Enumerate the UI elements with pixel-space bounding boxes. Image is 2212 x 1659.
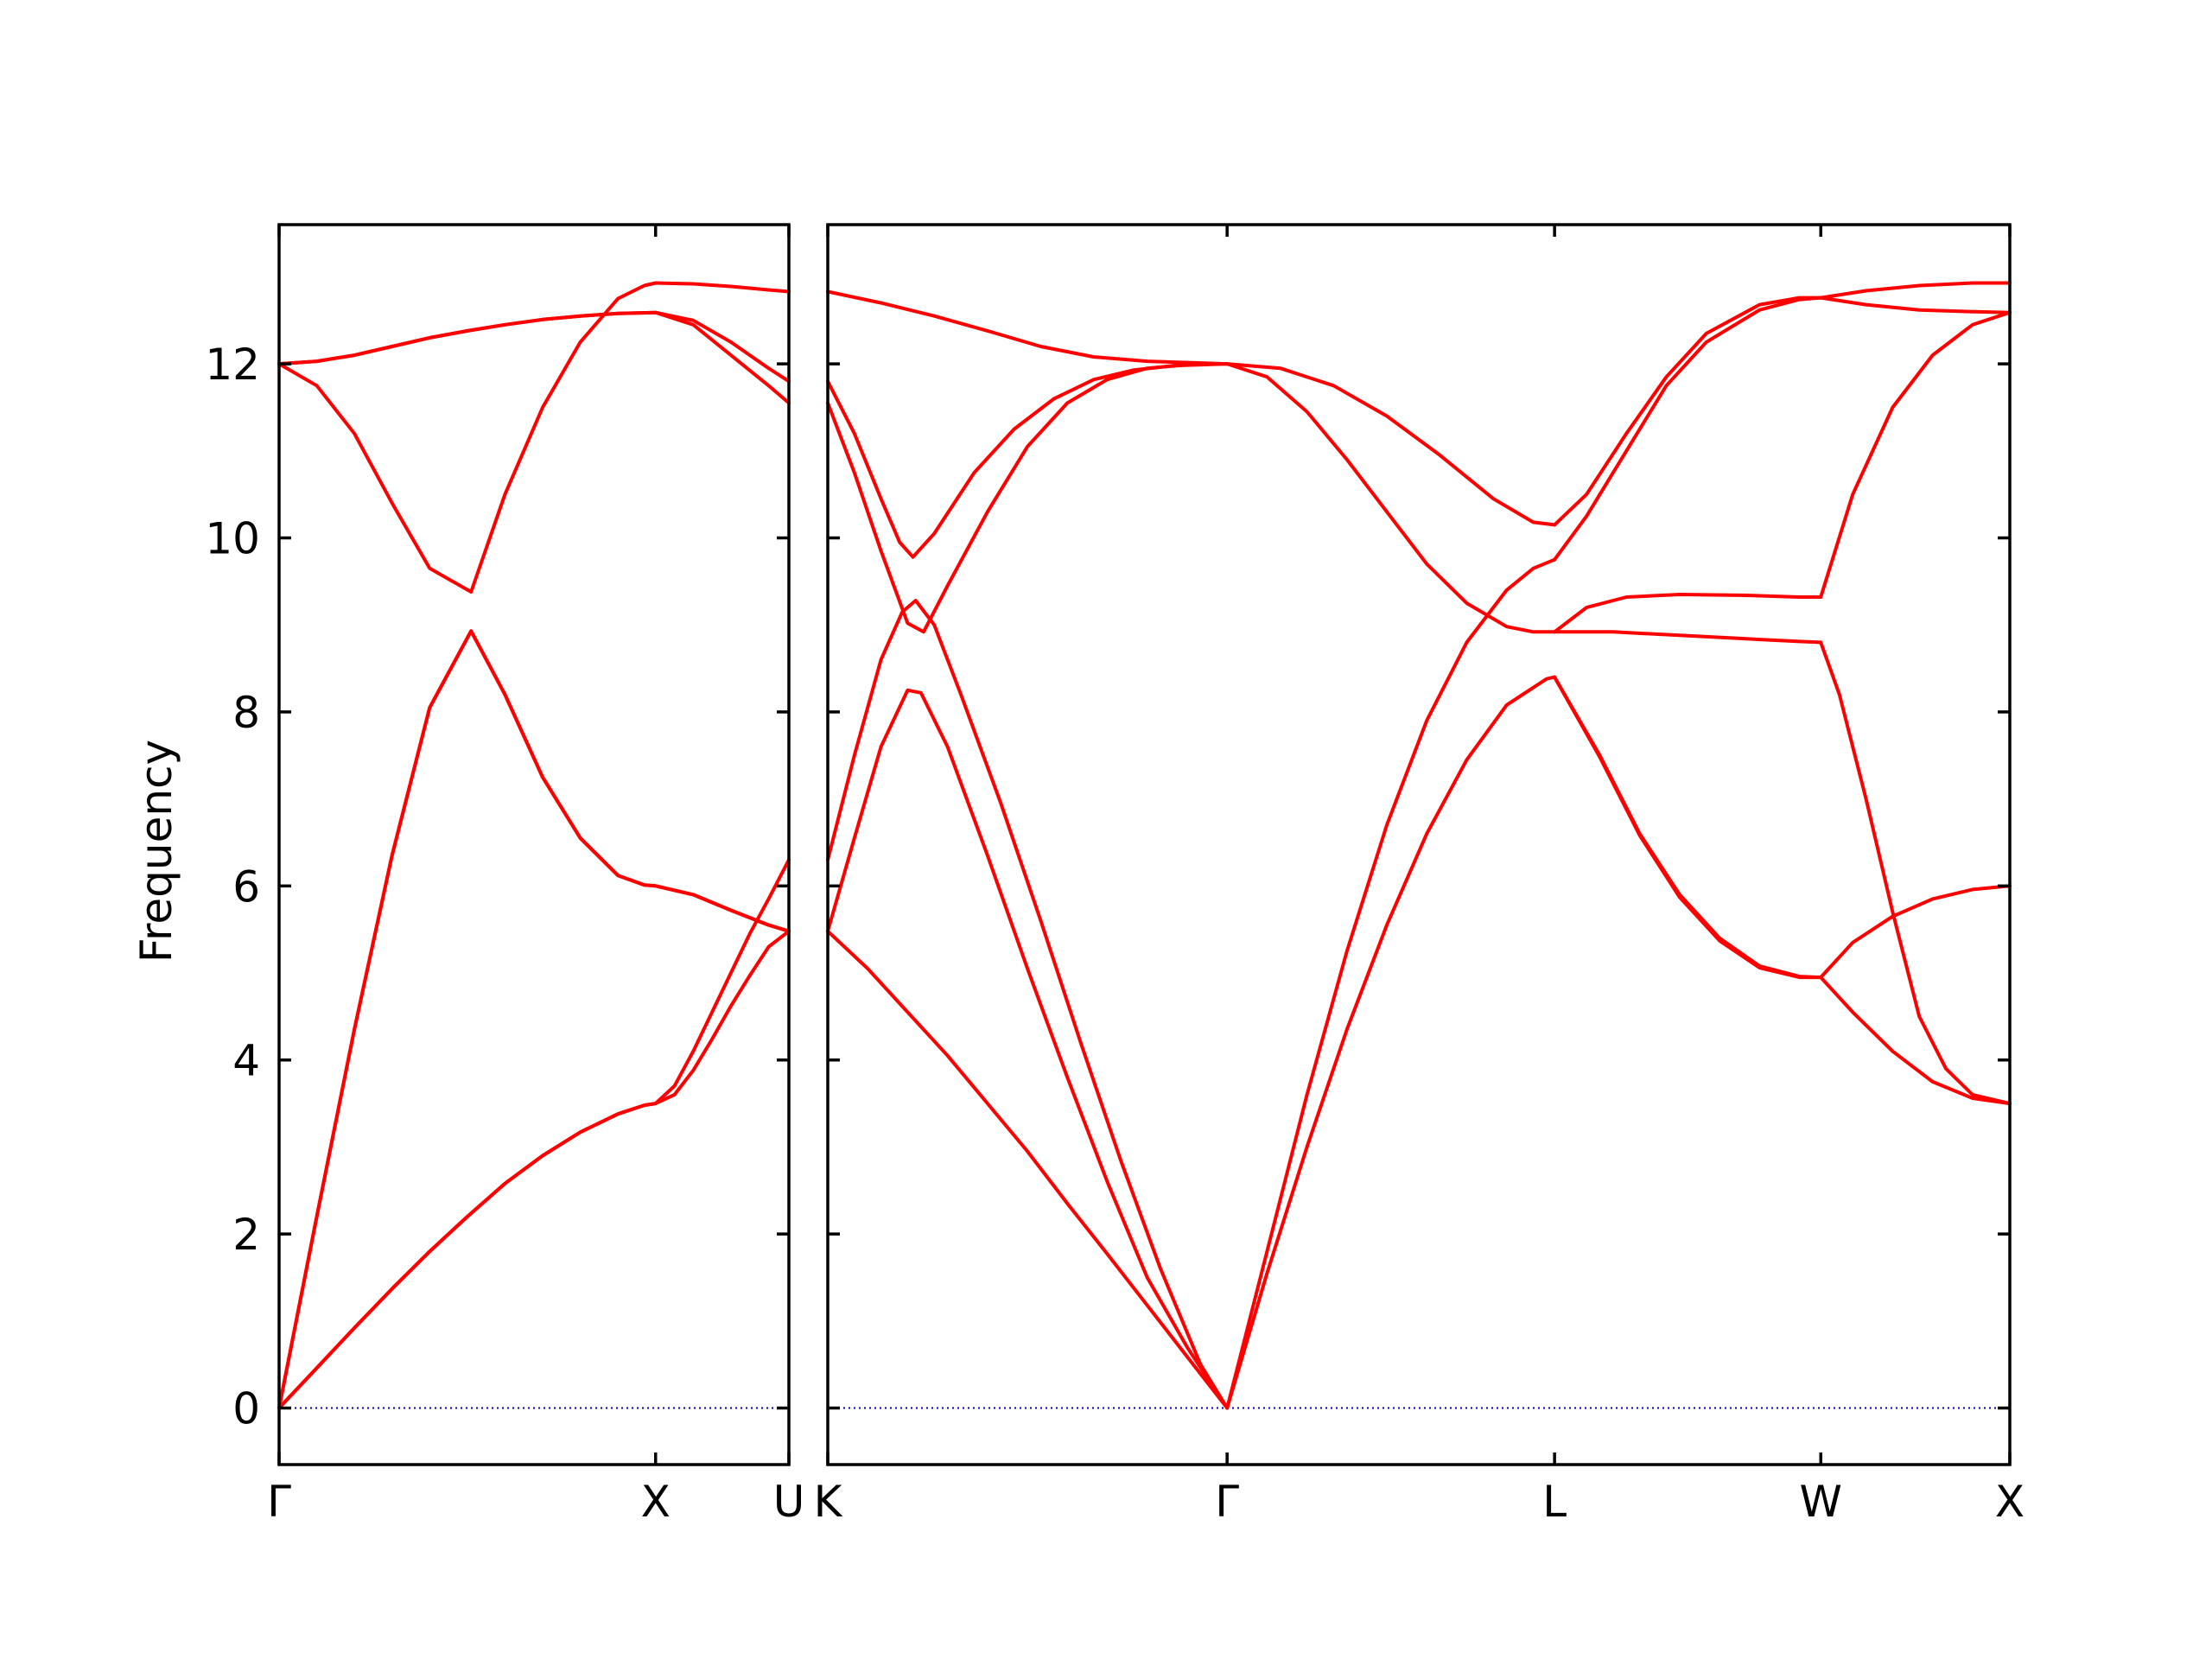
band-1-5 xyxy=(826,289,1230,366)
path-label: W xyxy=(1800,1477,1842,1527)
y-tick-label: 4 xyxy=(232,1036,260,1086)
band-0-3 xyxy=(277,281,791,594)
band-1-4 xyxy=(826,362,1230,559)
band-1-0 xyxy=(826,929,1230,1410)
path-label: X xyxy=(1995,1477,2024,1527)
y-tick-label: 10 xyxy=(205,514,260,564)
band-1-2 xyxy=(826,599,1230,1410)
band-1-19 xyxy=(1819,640,2012,1106)
band-1-8 xyxy=(1225,362,1557,634)
y-tick-label: 8 xyxy=(232,688,260,738)
band-1-15 xyxy=(1553,296,1823,527)
y-tick-label: 0 xyxy=(232,1384,260,1434)
band-1-18 xyxy=(1819,310,2012,599)
band-1-11 xyxy=(1553,675,1823,980)
y-tick-label: 12 xyxy=(205,340,260,390)
band-1-10 xyxy=(1553,675,1823,980)
band-0-6 xyxy=(277,858,791,1410)
axes-frame xyxy=(826,223,2012,1466)
path-label: L xyxy=(1542,1477,1567,1527)
y-tick-label: 2 xyxy=(232,1210,260,1260)
y-tick-labels: 0 2 4 6 8 10 12 xyxy=(205,340,260,1433)
band-0-0 xyxy=(277,929,791,1410)
band-1-20 xyxy=(1819,976,2012,1106)
y-axis-label: Frequency xyxy=(131,740,181,963)
band-1-6 xyxy=(1225,675,1557,1410)
axes-frame xyxy=(277,223,791,1466)
band-0-2 xyxy=(277,629,791,1410)
band-1-1 xyxy=(826,688,1230,1410)
band-1-14 xyxy=(1553,296,1823,562)
band-1-21 xyxy=(1819,884,2012,980)
path-label: K xyxy=(814,1477,843,1527)
path-label: U xyxy=(773,1477,805,1527)
band-1-7 xyxy=(1225,557,1557,1410)
path-label: X xyxy=(641,1477,671,1527)
band-0-5 xyxy=(277,310,791,405)
path-label: Γ xyxy=(1215,1477,1239,1527)
band-1-17 xyxy=(1819,296,2012,315)
band-1-9 xyxy=(1225,362,1557,527)
band-1-3 xyxy=(826,362,1230,634)
y-tick-label: 6 xyxy=(232,861,260,912)
band-0-4 xyxy=(277,310,791,384)
band-1-12 xyxy=(1553,630,1823,645)
band-1-16 xyxy=(1819,281,2012,300)
band-1-13 xyxy=(1553,593,1823,634)
path-label: Γ xyxy=(267,1477,291,1527)
